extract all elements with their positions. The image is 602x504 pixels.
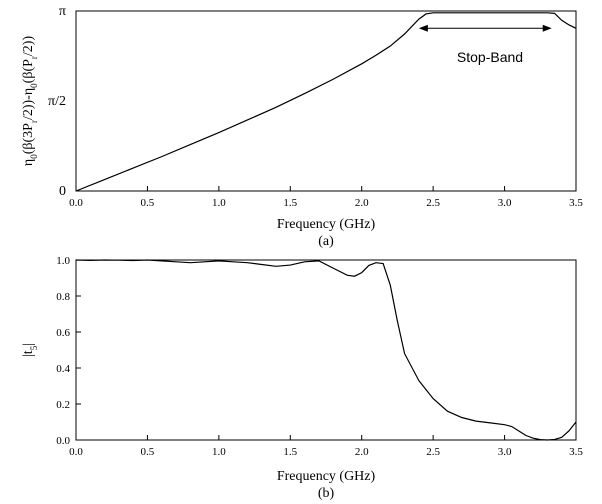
x-tick-label: 1.5: [283, 446, 297, 458]
stop-band-annotation: Stop-Band: [418, 24, 552, 65]
phase-difference-curve: [75, 12, 577, 192]
panel-a: 0.0 0.5 1.0 1.5 2.0 2.5 3.0 3.5 0 π/2 π Stop-Band…: [21, 4, 583, 249]
x-tick-label: 3.5: [569, 446, 583, 458]
y-tick-label: 0.8: [56, 291, 70, 303]
x-tick-label: 0.5: [141, 197, 155, 209]
x-tick-label: 2.5: [426, 446, 440, 458]
x-axis-label-b: Frequency (GHz): [277, 469, 376, 484]
y-tick-label: π: [59, 4, 66, 19]
y-tick-label: 0.4: [56, 363, 70, 375]
stop-band-label: Stop-Band: [457, 49, 523, 65]
x-tick-label: 0.0: [69, 197, 83, 209]
x-ticks-b: 0.0 0.5 1.0 1.5 2.0 2.5 3.0 3.5: [69, 435, 583, 458]
y-tick-label: 0.0: [56, 435, 70, 447]
y-tick-label: 0.2: [56, 399, 70, 411]
x-tick-label: 0.5: [141, 446, 155, 458]
transmission-curve: [75, 259, 577, 441]
x-tick-label: 1.0: [212, 197, 226, 209]
y-tick-label: 0: [59, 184, 66, 199]
plot-frame-b: [75, 259, 577, 441]
x-tick-label: 0.0: [69, 446, 83, 458]
y-axis-label-a: η0(β(3Pr/2))-η0(β(Pr/2)): [21, 36, 39, 167]
stop-band-arrowhead-right: [542, 24, 552, 32]
caption-a: (a): [318, 234, 334, 249]
y-tick-label: π/2: [48, 94, 66, 109]
y-ticks-b: 0.0 0.2 0.4 0.6 0.8 1.0: [56, 255, 81, 447]
x-tick-label: 2.0: [355, 197, 369, 209]
x-tick-label: 3.5: [569, 197, 583, 209]
x-tick-label: 1.0: [212, 446, 226, 458]
plot-frame-a: [75, 10, 577, 192]
x-tick-label: 2.0: [355, 446, 369, 458]
y-tick-label: 0.6: [56, 327, 70, 339]
panel-b: 0.0 0.5 1.0 1.5 2.0 2.5 3.0 3.5 0.0 0.2 0.4 0.6 0.8…: [21, 255, 583, 501]
x-axis-label-a: Frequency (GHz): [277, 217, 376, 232]
x-tick-label: 3.0: [498, 446, 512, 458]
y-axis-label-b: |t5|: [21, 343, 39, 357]
stop-band-arrowhead-left: [418, 24, 428, 32]
x-tick-label: 2.5: [426, 197, 440, 209]
y-tick-label: 1.0: [56, 255, 70, 267]
caption-b: (b): [318, 486, 335, 501]
x-tick-label: 3.0: [498, 197, 512, 209]
y-ticks-a: 0 π/2 π: [48, 4, 66, 199]
x-ticks-a: 0.0 0.5 1.0 1.5 2.0 2.5 3.0 3.5: [69, 186, 583, 209]
x-tick-label: 1.5: [283, 197, 297, 209]
